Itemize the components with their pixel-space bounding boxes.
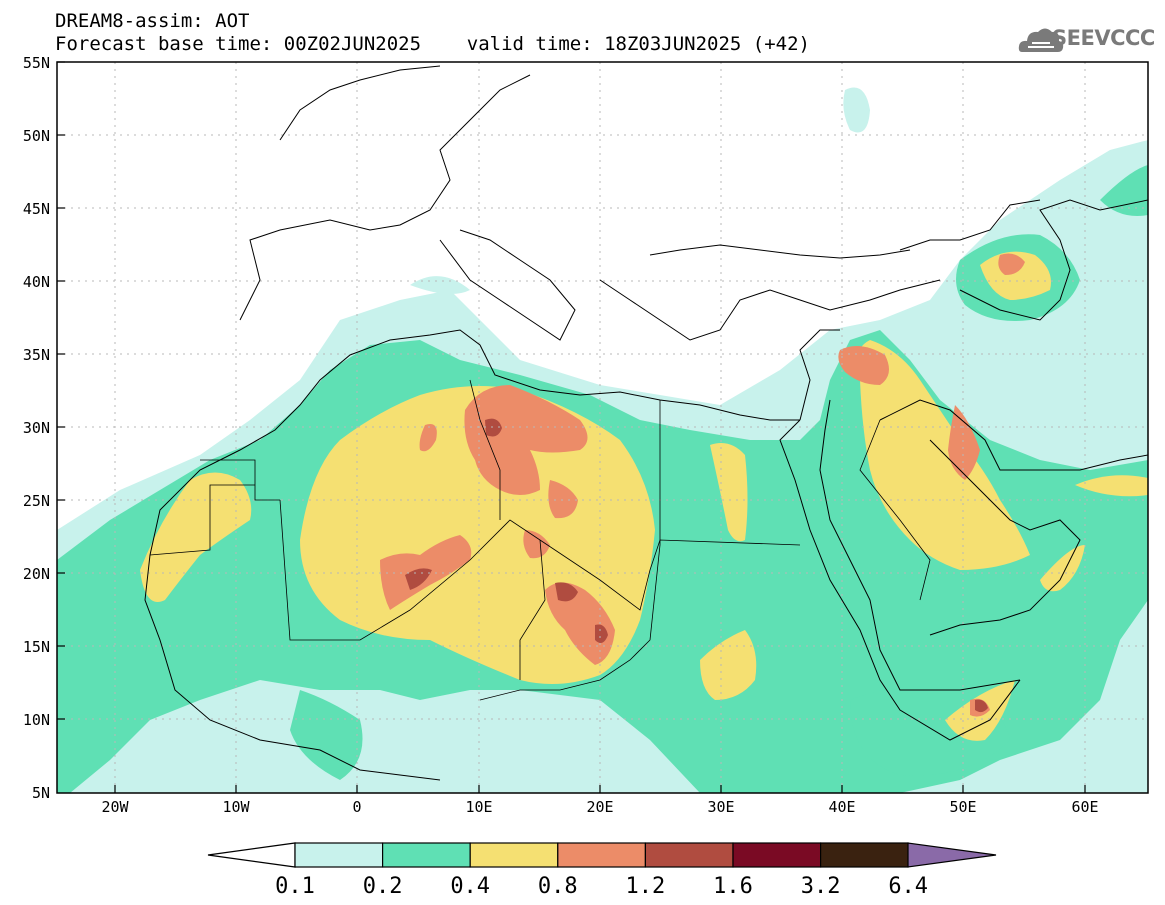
lat-label-45n: 45N xyxy=(23,200,50,218)
colorbar-cell-0.1 xyxy=(294,842,384,868)
colorbar-label: 1.2 xyxy=(626,874,666,899)
colorbar-cell-1.2 xyxy=(644,842,734,868)
lon-label-0: 0 xyxy=(352,798,361,816)
colorbar-under-arrow xyxy=(207,842,296,868)
lat-label-55n: 55N xyxy=(23,54,50,72)
lat-label-35n: 35N xyxy=(23,346,50,364)
lat-label-50n: 50N xyxy=(23,127,50,145)
colorbar-over-arrow xyxy=(907,842,997,868)
colorbar: 0.1 0.2 0.4 0.8 1.2 1.6 3.2 6.4 xyxy=(207,842,997,899)
coastlines xyxy=(144,65,1148,781)
axis-ticks xyxy=(57,61,1086,793)
lat-labels: 55N 50N 45N 40N 35N 30N 25N 20N 15N 10N … xyxy=(23,54,50,802)
lat-label-30n: 30N xyxy=(23,419,50,437)
colorbar-cell-1.6 xyxy=(732,842,822,868)
map-title-line1: DREAM8-assim: AOT xyxy=(55,10,250,32)
colorbar-label: 1.6 xyxy=(713,874,753,899)
colorbar-cell-3.2 xyxy=(819,842,909,868)
lat-label-10n: 10N xyxy=(23,711,50,729)
lon-labels: 20W 10W 0 10E 20E 30E 40E 50E 60E xyxy=(101,798,1098,816)
colorbar-cell-0.4 xyxy=(469,842,559,868)
colorbar-label: 0.8 xyxy=(538,874,578,899)
lon-label-60e: 60E xyxy=(1071,798,1098,816)
lon-label-10w: 10W xyxy=(222,798,250,816)
lat-label-40n: 40N xyxy=(23,273,50,291)
lon-label-50e: 50E xyxy=(949,798,976,816)
colorbar-cell-0.8 xyxy=(557,842,646,868)
lat-label-5n: 5N xyxy=(32,784,50,802)
lon-label-30e: 30E xyxy=(707,798,734,816)
logo-text: SEEVCCC xyxy=(1052,26,1155,50)
lon-label-10e: 10E xyxy=(465,798,492,816)
aot-band-1.2 xyxy=(405,418,988,713)
colorbar-label: 0.1 xyxy=(275,874,315,899)
colorbar-label: 0.4 xyxy=(450,874,490,899)
colorbar-label: 3.2 xyxy=(801,874,841,899)
graticule xyxy=(57,62,1148,793)
lat-label-20n: 20N xyxy=(23,565,50,583)
colorbar-cell-0.2 xyxy=(382,842,471,868)
map-title-line2: Forecast base time: 00Z02JUN2025 valid t… xyxy=(55,33,810,55)
lon-label-20e: 20E xyxy=(586,798,613,816)
colorbar-label: 0.2 xyxy=(363,874,403,899)
lon-label-20w: 20W xyxy=(101,798,129,816)
lat-label-15n: 15N xyxy=(23,638,50,656)
colorbar-label: 6.4 xyxy=(888,874,928,899)
lon-label-40e: 40E xyxy=(828,798,855,816)
cloud-icon xyxy=(1018,28,1064,52)
country-borders xyxy=(149,379,931,701)
lat-label-25n: 25N xyxy=(23,492,50,510)
